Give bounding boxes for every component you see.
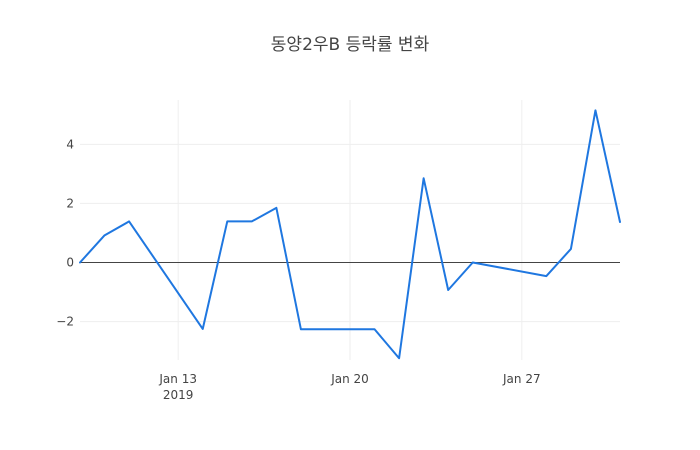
chart-title: 동양2우B 등락률 변화 [271,35,430,55]
x-tick-label: Jan 27 [502,372,541,386]
y-tick-label: −2 [56,315,74,329]
y-tick-label: 2 [66,196,74,210]
x-axis: Jan 13 2019 Jan 20 Jan 27 [158,372,540,402]
y-axis: −2 0 2 4 [56,137,74,328]
x-tick-label: Jan 13 [158,372,197,386]
x-tick-label: Jan 20 [330,372,369,386]
grid-layer [80,100,620,360]
series-line [79,109,621,360]
series-layer [79,109,621,360]
x-tick-sublabel: 2019 [163,388,194,402]
y-tick-label: 4 [66,137,74,151]
y-tick-label: 0 [66,256,74,270]
